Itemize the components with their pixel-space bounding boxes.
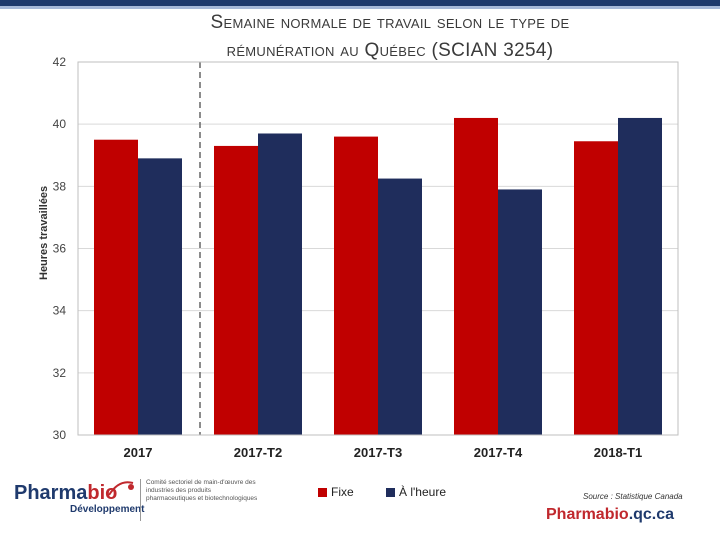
bar-fixe xyxy=(334,136,378,435)
y-tick-label: 30 xyxy=(53,428,67,442)
legend-label-fixe: Fixe xyxy=(331,485,354,499)
site-url[interactable]: Pharmabio.qc.ca xyxy=(546,506,674,524)
logo-divider xyxy=(140,479,141,521)
logo-subtitle: Développement xyxy=(70,504,145,515)
logo-name-part1: Pharma xyxy=(14,482,88,504)
source-note: Source : Statistique Canada xyxy=(583,492,683,501)
x-tick-label: 2018-T1 xyxy=(594,445,642,460)
x-tick-labels: 2017 2017-T2 2017-T3 2017-T4 2018-T1 xyxy=(124,445,643,460)
y-tick-label: 40 xyxy=(53,117,67,131)
bar-fixe xyxy=(214,145,258,436)
x-tick-label: 2017-T2 xyxy=(234,445,282,460)
y-tick-label: 32 xyxy=(53,366,67,380)
legend-swatch-a-l-heure xyxy=(386,487,395,497)
bar-a-l-heure xyxy=(618,117,662,435)
y-tick-label: 38 xyxy=(53,179,67,193)
bar-a-l-heure xyxy=(258,133,302,435)
chart-title-line-2: rémunération au Québec (SCIAN 3254) xyxy=(226,40,554,61)
plot-frame xyxy=(77,61,679,436)
legend-item-fixe: Fixe xyxy=(318,485,354,499)
top-accent-bar-light xyxy=(0,6,720,9)
y-tick-label: 34 xyxy=(53,304,67,318)
bar-a-l-heure xyxy=(378,178,422,435)
bar-fixe xyxy=(454,117,498,435)
y-tick-labels: 30 32 34 36 38 40 42 xyxy=(53,55,67,442)
x-tick-label: 2017-T3 xyxy=(354,445,402,460)
top-accent-bar xyxy=(0,0,720,6)
y-tick-label: 42 xyxy=(53,55,67,69)
logo-name-part2: bio xyxy=(87,482,118,504)
legend-label-a-l-heure: À l'heure xyxy=(399,485,446,499)
pharmabio-logo: Pharmabio Développement Comité sectoriel… xyxy=(14,475,264,525)
bar-fixe xyxy=(574,141,618,435)
logo-mark-icon xyxy=(108,481,134,496)
bar-a-l-heure xyxy=(138,158,182,435)
x-tick-label: 2017-T4 xyxy=(474,445,523,460)
bars xyxy=(94,117,662,436)
legend-swatch-fixe xyxy=(318,487,327,497)
site-url-part2: .qc.ca xyxy=(628,506,675,523)
chart-title-line-1: Semaine normale de travail selon le type… xyxy=(210,12,570,33)
logo-committee-text: Comité sectoriel de main-d'œuvre des ind… xyxy=(146,479,258,502)
logo-name: Pharmabio xyxy=(14,482,117,505)
bar-fixe xyxy=(94,139,138,436)
y-tick-label: 36 xyxy=(53,242,67,256)
bar-a-l-heure xyxy=(498,189,542,435)
x-tick-label: 2017 xyxy=(124,445,153,460)
site-url-part1: Pharmabio xyxy=(546,506,629,523)
legend-item-a-l-heure: À l'heure xyxy=(386,485,446,499)
